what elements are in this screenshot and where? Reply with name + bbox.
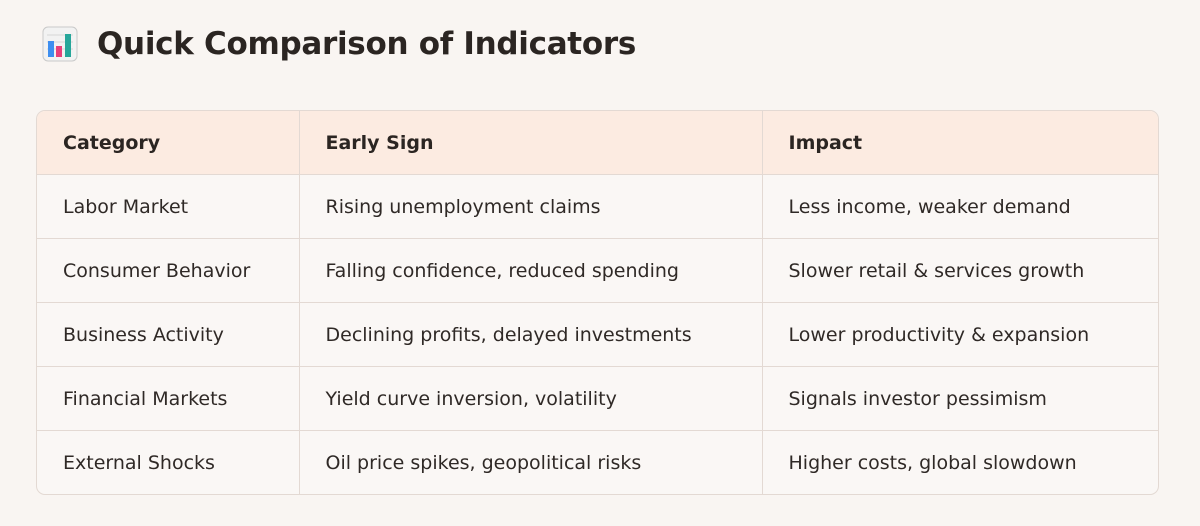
table-header-row: Category Early Sign Impact	[37, 111, 1158, 175]
bar-chart-icon	[42, 26, 78, 62]
early-sign-cell: Yield curve inversion, volatility	[299, 366, 763, 431]
impact-cell: Less income, weaker demand	[762, 174, 1158, 239]
column-header-early-sign: Early Sign	[299, 111, 763, 175]
early-sign-cell: Oil price spikes, geopolitical risks	[299, 430, 763, 494]
table-row: External Shocks Oil price spikes, geopol…	[37, 430, 1158, 494]
impact-cell: Higher costs, global slowdown	[788, 451, 1077, 474]
impact-cell: Slower retail & services growth	[762, 238, 1158, 303]
category-cell: External Shocks	[37, 430, 300, 494]
table-row: Business Activity Declining profits, del…	[37, 302, 1158, 367]
early-sign-cell: Rising unemployment claims	[299, 174, 763, 239]
table-row: Consumer Behavior Falling confidence, re…	[37, 238, 1158, 303]
page-title: Quick Comparison of Indicators	[97, 26, 636, 62]
early-sign-cell: Falling confidence, reduced spending	[299, 238, 763, 303]
category-cell: Financial Markets	[37, 366, 300, 431]
table-row: Labor Market Rising unemployment claims …	[37, 174, 1158, 239]
table-row: Financial Markets Yield curve inversion,…	[37, 366, 1158, 431]
column-header-category: Category	[37, 111, 300, 175]
category-cell: Labor Market	[37, 174, 300, 239]
early-sign-cell: Declining profits, delayed investments	[299, 302, 763, 367]
impact-cell: Signals investor pessimism	[762, 366, 1158, 431]
indicators-table: Category Early Sign Impact Labor Market …	[36, 110, 1159, 495]
category-cell: Business Activity	[37, 302, 300, 367]
impact-cell: Lower productivity & expansion	[762, 302, 1158, 367]
column-header-impact: Impact	[762, 111, 1158, 175]
category-cell: Consumer Behavior	[37, 238, 300, 303]
section-heading: Quick Comparison of Indicators	[42, 22, 636, 66]
